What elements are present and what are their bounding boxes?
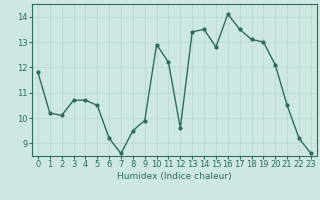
X-axis label: Humidex (Indice chaleur): Humidex (Indice chaleur)	[117, 172, 232, 181]
